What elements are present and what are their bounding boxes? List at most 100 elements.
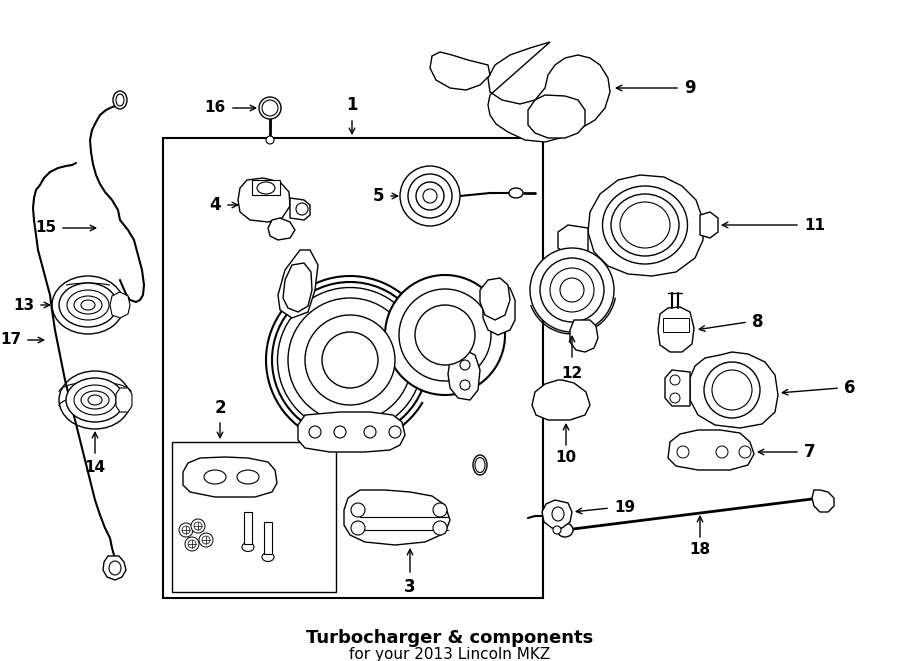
Text: 9: 9: [684, 79, 696, 97]
Ellipse shape: [242, 543, 254, 551]
Circle shape: [191, 519, 205, 533]
Circle shape: [670, 375, 680, 385]
Bar: [264, 522, 272, 554]
Circle shape: [433, 503, 447, 517]
Ellipse shape: [74, 385, 116, 415]
Polygon shape: [528, 95, 585, 138]
Bar: [244, 512, 252, 544]
Circle shape: [389, 426, 401, 438]
Polygon shape: [290, 198, 310, 220]
Polygon shape: [570, 320, 598, 352]
Ellipse shape: [52, 276, 124, 334]
Ellipse shape: [67, 290, 109, 320]
Ellipse shape: [113, 91, 127, 109]
Circle shape: [716, 446, 728, 458]
Circle shape: [408, 174, 452, 218]
Ellipse shape: [81, 300, 95, 310]
Polygon shape: [238, 178, 290, 222]
Circle shape: [460, 380, 470, 390]
Circle shape: [351, 521, 365, 535]
Ellipse shape: [553, 526, 561, 534]
Text: 10: 10: [555, 451, 577, 465]
Polygon shape: [483, 285, 515, 335]
Polygon shape: [278, 250, 318, 318]
Polygon shape: [448, 350, 480, 400]
Circle shape: [739, 446, 751, 458]
Ellipse shape: [262, 100, 278, 116]
Polygon shape: [480, 278, 510, 320]
Circle shape: [400, 166, 460, 226]
Ellipse shape: [116, 94, 124, 106]
Ellipse shape: [237, 470, 259, 484]
Polygon shape: [658, 307, 694, 352]
Circle shape: [182, 526, 190, 534]
Text: 6: 6: [844, 379, 856, 397]
Polygon shape: [430, 52, 490, 90]
Polygon shape: [298, 412, 405, 452]
Text: 19: 19: [614, 500, 635, 516]
Ellipse shape: [66, 378, 124, 422]
Ellipse shape: [259, 97, 281, 119]
Text: Turbocharger & components: Turbocharger & components: [306, 629, 594, 647]
Ellipse shape: [81, 391, 109, 409]
Polygon shape: [700, 212, 718, 238]
Circle shape: [677, 446, 689, 458]
Text: 3: 3: [404, 578, 416, 596]
Circle shape: [272, 282, 428, 438]
Text: 16: 16: [205, 100, 226, 116]
Circle shape: [305, 315, 395, 405]
Circle shape: [550, 268, 594, 312]
Circle shape: [670, 393, 680, 403]
Ellipse shape: [88, 395, 102, 405]
Circle shape: [179, 523, 193, 537]
Text: 13: 13: [13, 297, 34, 313]
Ellipse shape: [557, 523, 573, 537]
Circle shape: [194, 522, 202, 530]
Text: 4: 4: [210, 196, 221, 214]
Ellipse shape: [266, 136, 274, 144]
Circle shape: [188, 540, 196, 548]
Circle shape: [288, 298, 412, 422]
Ellipse shape: [552, 507, 564, 521]
Polygon shape: [668, 430, 754, 470]
Text: 2: 2: [214, 399, 226, 417]
Circle shape: [309, 426, 321, 438]
Text: 7: 7: [804, 443, 815, 461]
Polygon shape: [532, 380, 590, 420]
Circle shape: [351, 503, 365, 517]
Polygon shape: [103, 556, 126, 580]
Text: 15: 15: [35, 221, 56, 235]
Ellipse shape: [475, 457, 485, 473]
Text: 18: 18: [689, 543, 711, 557]
Text: 12: 12: [562, 366, 582, 381]
Bar: [252, 180, 280, 195]
Text: 14: 14: [85, 461, 105, 475]
Ellipse shape: [509, 188, 523, 198]
Circle shape: [199, 533, 213, 547]
Circle shape: [460, 360, 470, 370]
Ellipse shape: [611, 194, 679, 256]
Ellipse shape: [257, 182, 275, 194]
Polygon shape: [665, 370, 690, 406]
Ellipse shape: [620, 202, 670, 248]
Circle shape: [385, 275, 505, 395]
Ellipse shape: [74, 296, 102, 314]
Bar: [163, 138, 543, 598]
Text: 8: 8: [752, 313, 763, 331]
Polygon shape: [116, 388, 132, 412]
Circle shape: [399, 289, 491, 381]
Circle shape: [322, 332, 378, 388]
Ellipse shape: [704, 362, 760, 418]
Circle shape: [530, 248, 614, 332]
Polygon shape: [812, 490, 834, 512]
Ellipse shape: [59, 371, 131, 429]
Ellipse shape: [602, 186, 688, 264]
Polygon shape: [488, 42, 610, 142]
Text: 17: 17: [0, 332, 21, 348]
Polygon shape: [283, 263, 312, 312]
Circle shape: [416, 182, 444, 210]
Polygon shape: [542, 500, 572, 528]
Ellipse shape: [204, 470, 226, 484]
Polygon shape: [690, 352, 778, 428]
Ellipse shape: [262, 553, 274, 561]
